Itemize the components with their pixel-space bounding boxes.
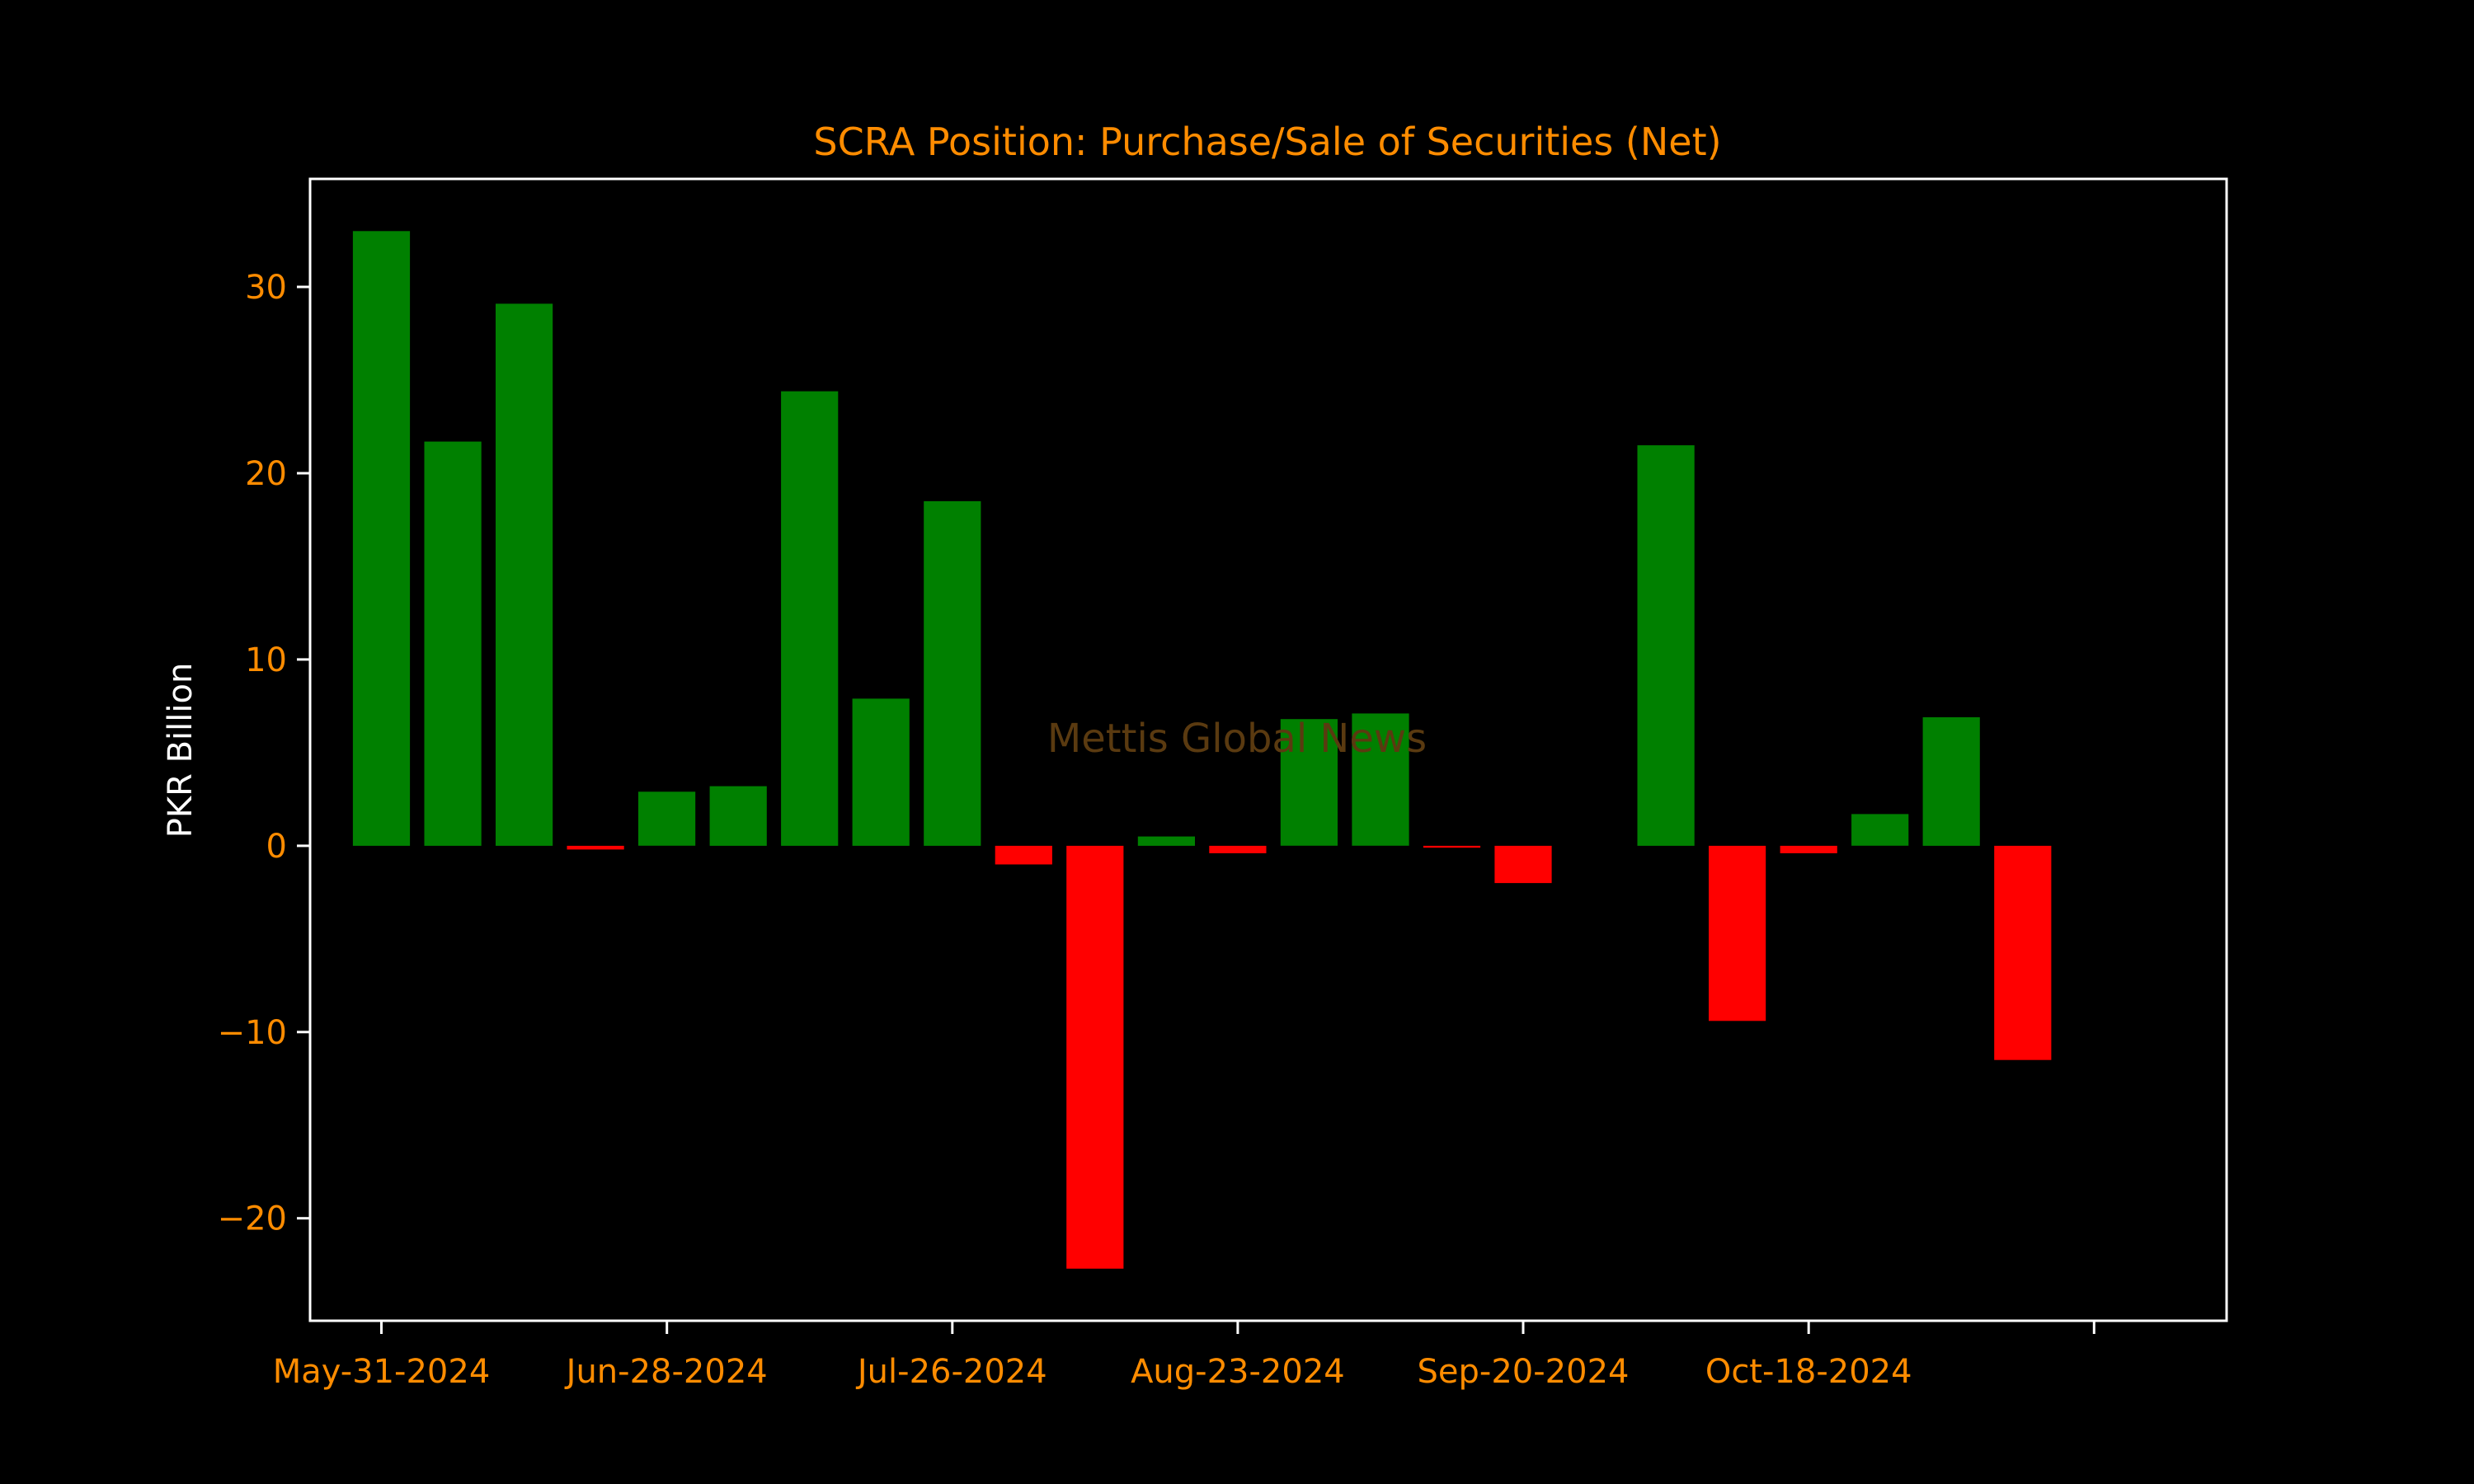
bar bbox=[781, 391, 839, 846]
bar bbox=[1637, 445, 1695, 846]
bar bbox=[995, 845, 1052, 865]
bar bbox=[1709, 845, 1766, 1021]
bar bbox=[424, 441, 482, 846]
plot-frame bbox=[308, 177, 2228, 1322]
x-tick-label: May-31-2024 bbox=[273, 1353, 491, 1391]
bar bbox=[1209, 845, 1267, 853]
bar bbox=[1494, 845, 1552, 884]
bar bbox=[1137, 836, 1195, 846]
y-tick-label: −10 bbox=[218, 1014, 287, 1052]
bar bbox=[1352, 713, 1409, 846]
y-tick-label: −20 bbox=[218, 1200, 287, 1238]
bar bbox=[1994, 845, 2052, 1060]
bar bbox=[1780, 845, 1837, 853]
chart-title: SCRA Position: Purchase/Sale of Securiti… bbox=[813, 120, 1721, 164]
x-tick-label: Aug-23-2024 bbox=[1131, 1353, 1345, 1391]
bar bbox=[567, 845, 624, 850]
bar bbox=[924, 500, 981, 846]
y-axis: −20 −10 0 10 20 30 bbox=[218, 269, 310, 1238]
bar bbox=[638, 791, 696, 846]
bar bbox=[1066, 845, 1124, 1269]
bar bbox=[1851, 814, 1909, 846]
x-tick-label: Oct-18-2024 bbox=[1705, 1353, 1912, 1391]
bar bbox=[1280, 719, 1338, 846]
x-axis: May-31-2024 Jun-28-2024 Jul-26-2024 Aug-23-… bbox=[273, 1321, 2095, 1391]
bar bbox=[852, 698, 910, 846]
bar bbox=[709, 786, 767, 846]
y-tick-label: 0 bbox=[266, 828, 287, 866]
x-tick-label: Jun-28-2024 bbox=[564, 1353, 768, 1391]
watermark-text: Mettis Global News bbox=[1047, 716, 1427, 762]
bar bbox=[1922, 717, 1980, 846]
y-axis-label: PKR Billion bbox=[162, 663, 200, 838]
y-tick-label: 10 bbox=[245, 641, 287, 679]
bars-group bbox=[352, 231, 2052, 1269]
bar bbox=[1423, 845, 1481, 848]
y-tick-label: 30 bbox=[245, 269, 287, 307]
y-tick-label: 20 bbox=[245, 455, 287, 493]
bar bbox=[496, 303, 553, 846]
bar bbox=[352, 231, 411, 846]
x-tick-label: Sep-20-2024 bbox=[1418, 1353, 1630, 1391]
x-tick-label: Jul-26-2024 bbox=[855, 1353, 1047, 1391]
